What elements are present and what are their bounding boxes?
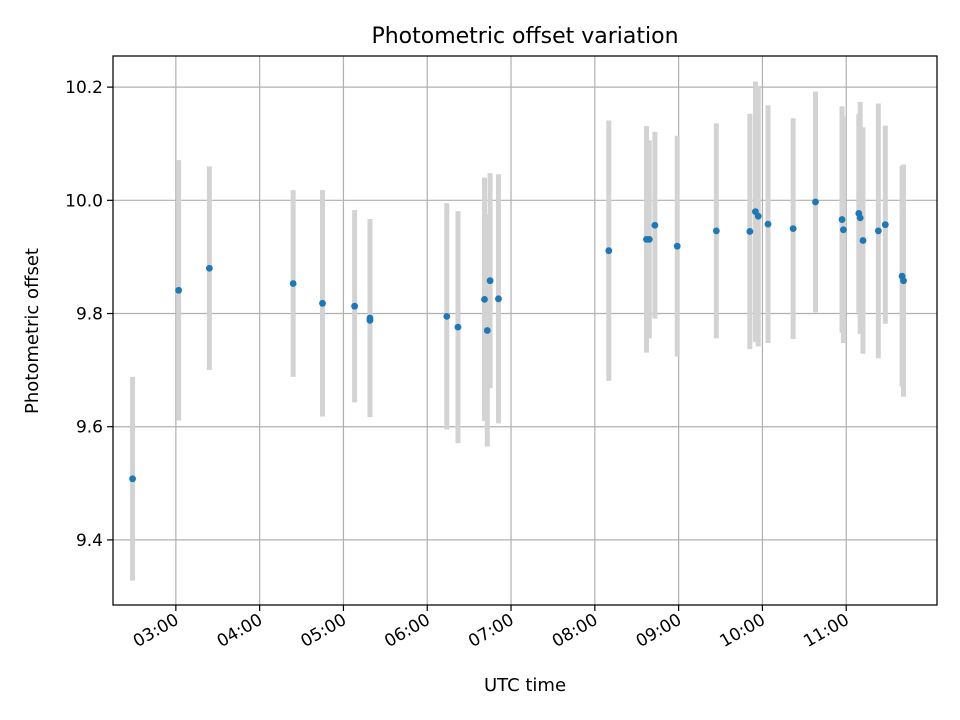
data-point (175, 286, 183, 294)
data-point (454, 323, 462, 331)
data-point (754, 212, 762, 220)
data-point (812, 198, 819, 206)
data-point (859, 237, 867, 244)
data-point (605, 247, 613, 255)
data-point (764, 220, 772, 228)
x-axis-label: UTC time (484, 675, 566, 696)
y-axis-ticks: 9.4 9.6 9.8 10.0 10.2 (65, 78, 113, 551)
data-point (205, 264, 213, 272)
data-point (486, 277, 494, 285)
data-point (319, 299, 326, 307)
data-point (874, 227, 882, 235)
y-tick-label: 10.2 (65, 78, 103, 98)
y-axis-label: Photometric offset (22, 248, 43, 414)
data-point (495, 295, 502, 303)
y-tick-label: 9.6 (76, 418, 103, 438)
data-point (645, 235, 653, 243)
chart-title: Photometric offset variation (371, 24, 678, 49)
grid-lines (113, 56, 937, 605)
data-point (881, 221, 889, 229)
data-point (483, 327, 491, 334)
y-tick-label: 10.0 (65, 191, 103, 211)
data-point (746, 228, 754, 235)
y-tick-label: 9.4 (76, 531, 103, 551)
data-point (712, 227, 720, 235)
data-point (900, 277, 907, 285)
data-point (351, 302, 359, 310)
data-point (838, 216, 846, 223)
data-point (289, 280, 297, 287)
data-point (651, 221, 659, 229)
data-point (481, 295, 488, 303)
data-points (129, 198, 907, 483)
data-point (673, 242, 681, 250)
data-point (366, 316, 374, 324)
plot-frame (112, 55, 938, 606)
data-point (789, 225, 797, 233)
data-point (129, 475, 136, 483)
data-point (856, 214, 864, 222)
data-point (840, 226, 847, 234)
data-point (443, 312, 451, 320)
y-tick-label: 9.8 (76, 305, 103, 325)
